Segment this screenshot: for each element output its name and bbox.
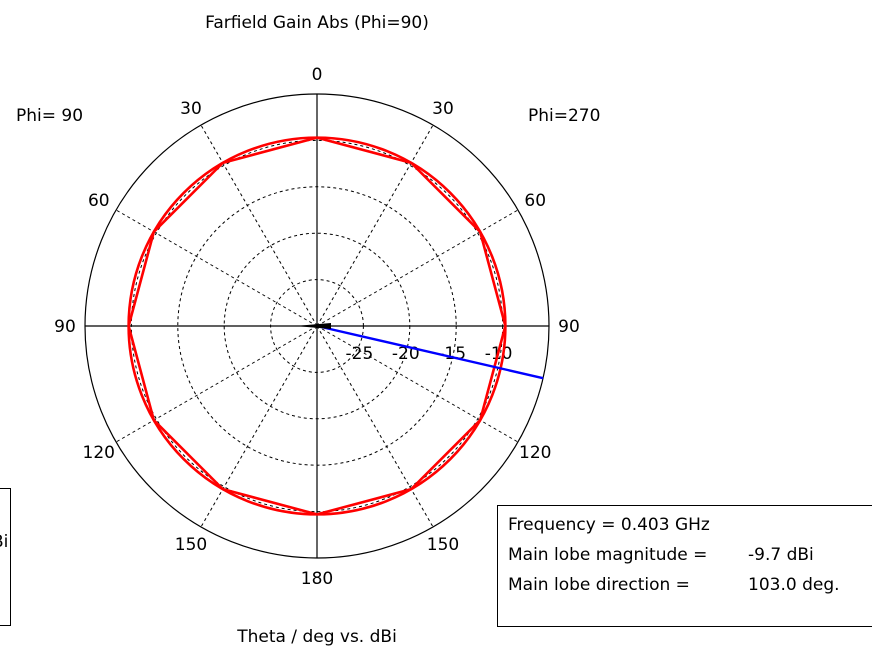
angle-label: 150 [427,535,459,555]
main-lobe-marker [316,324,544,380]
frequency-row: Frequency = 0.403 GHz [508,510,872,540]
angle-label: 120 [83,443,115,463]
direction-value: 103.0 deg. [748,575,840,595]
grid-spoke [200,124,318,327]
angle-label: 60 [524,191,546,211]
grid-spoke [316,325,519,443]
left-half-label: Phi= 90 [16,106,83,126]
direction-label: Main lobe direction = [508,575,690,595]
magnitude-label: Main lobe magnitude = [508,545,708,565]
clipped-info-box: Bi . [0,488,11,626]
x-axis-label: Theta / deg vs. dBi [236,627,397,647]
angle-label: 90 [558,317,580,337]
radial-tick-label: -25 [346,344,374,364]
center-marker [295,323,331,329]
angle-label: 30 [180,99,202,119]
angle-label: 0 [312,65,323,85]
clipped-fragment-dot: . [0,584,1,614]
outer-ring [84,93,550,559]
angle-label: 120 [519,443,551,463]
angle-label: 90 [54,317,76,337]
angle-label: 180 [301,569,333,589]
series-group [127,136,544,516]
angle-label: 60 [88,191,110,211]
clipped-fragment-unit: Bi [0,532,9,552]
grid-spoke [316,124,434,327]
grid-spoke [115,325,318,443]
main-lobe-info-box: Frequency = 0.403 GHz Main lobe magnitud… [497,505,872,627]
radial-tick-labels: -25 -20 -15 -10 [346,344,513,364]
direction-row: Main lobe direction = 103.0 deg. [508,570,872,600]
magnitude-row: Main lobe magnitude = -9.7 dBi [508,540,872,570]
chart-title: Farfield Gain Abs (Phi=90) [205,13,429,33]
magnitude-value: -9.7 dBi [748,545,814,565]
angle-label: 30 [432,99,454,119]
grid-spoke [115,209,318,327]
grid-spoke [316,209,519,327]
angle-labels: 0 30 60 90 120 150 180 150 120 90 60 30 [54,65,580,589]
gain-pattern-circle [127,136,507,516]
grid-spoke [200,325,318,528]
right-half-label: Phi=270 [528,106,600,126]
grid-spoke [316,325,434,528]
angle-label: 150 [175,535,207,555]
frequency-text: Frequency = 0.403 GHz [508,515,710,535]
